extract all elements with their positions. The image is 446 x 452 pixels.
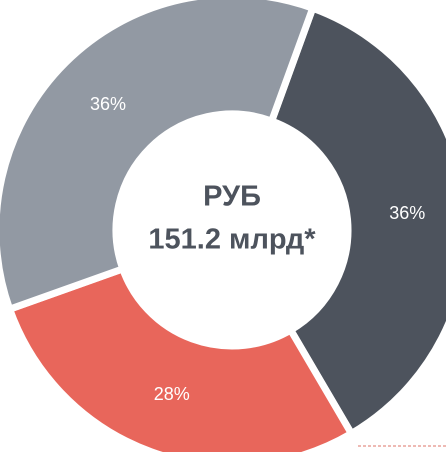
value-label: 36%: [389, 203, 425, 223]
value-label: 28%: [154, 384, 190, 404]
center-text: 151.2 млрд*: [148, 224, 316, 256]
donut-segment: [267, 3, 446, 439]
value-label: 36%: [90, 94, 126, 114]
donut-segment: [5, 264, 357, 452]
donut-segment: [0, 0, 318, 314]
center-text: РУБ: [203, 181, 261, 213]
